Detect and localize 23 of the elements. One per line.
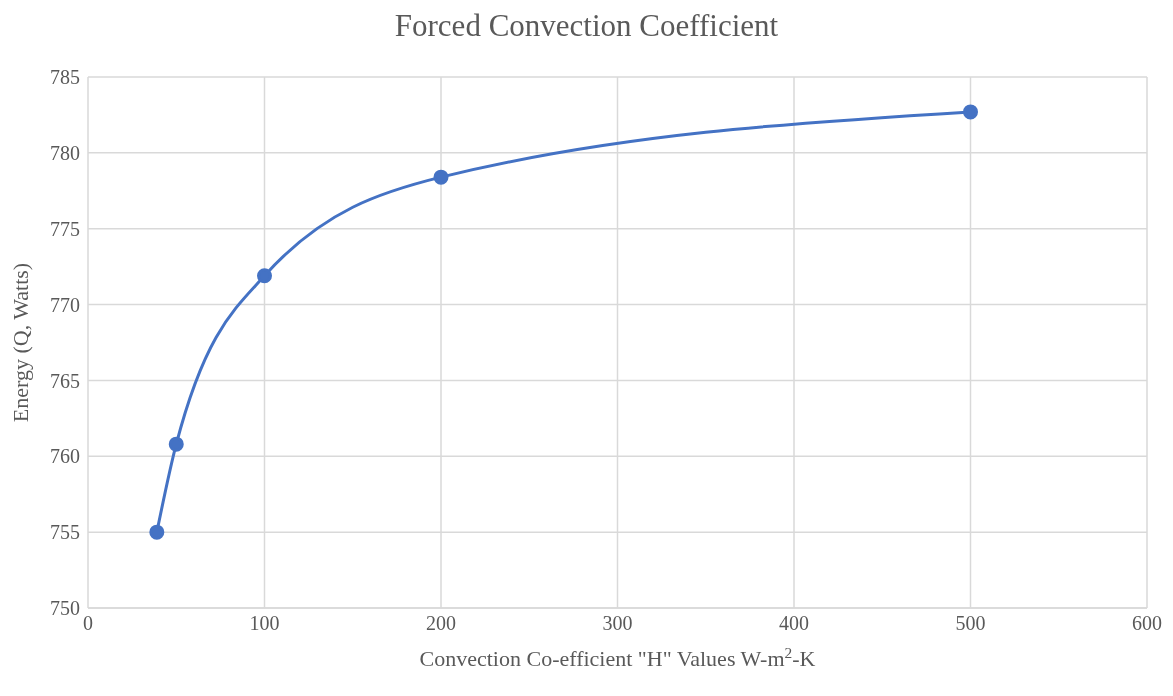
y-tick-label: 770 — [50, 293, 80, 316]
x-tick-label: 100 — [249, 612, 280, 635]
x-tick-label: 400 — [779, 612, 809, 635]
y-tick-label: 760 — [50, 445, 80, 468]
x-tick-label: 200 — [426, 612, 456, 635]
y-tick-label: 755 — [50, 521, 80, 544]
point — [433, 169, 449, 185]
y-axis-title: Energy (Q, Watts) — [7, 262, 33, 423]
x-tick-label: 300 — [602, 612, 633, 635]
y-tick-label: 785 — [50, 66, 80, 89]
y-tick-label: 765 — [50, 369, 80, 392]
y-tick-label: 775 — [50, 217, 80, 240]
x-tick-label: 0 — [83, 612, 93, 635]
point — [257, 268, 272, 284]
x-axis-title: Convection Co-efficient "H" Values W-m$^{2}$-K — [419, 643, 816, 671]
point — [168, 436, 184, 452]
x-tick-label: 600 — [1132, 612, 1162, 635]
y-tick-label: 750 — [50, 597, 80, 620]
chart-title: Forced Convection Coefficient — [393, 8, 780, 44]
x-tick-label: 500 — [955, 612, 986, 635]
point — [963, 104, 978, 120]
point — [149, 524, 165, 540]
y-tick-label: 780 — [50, 141, 80, 164]
